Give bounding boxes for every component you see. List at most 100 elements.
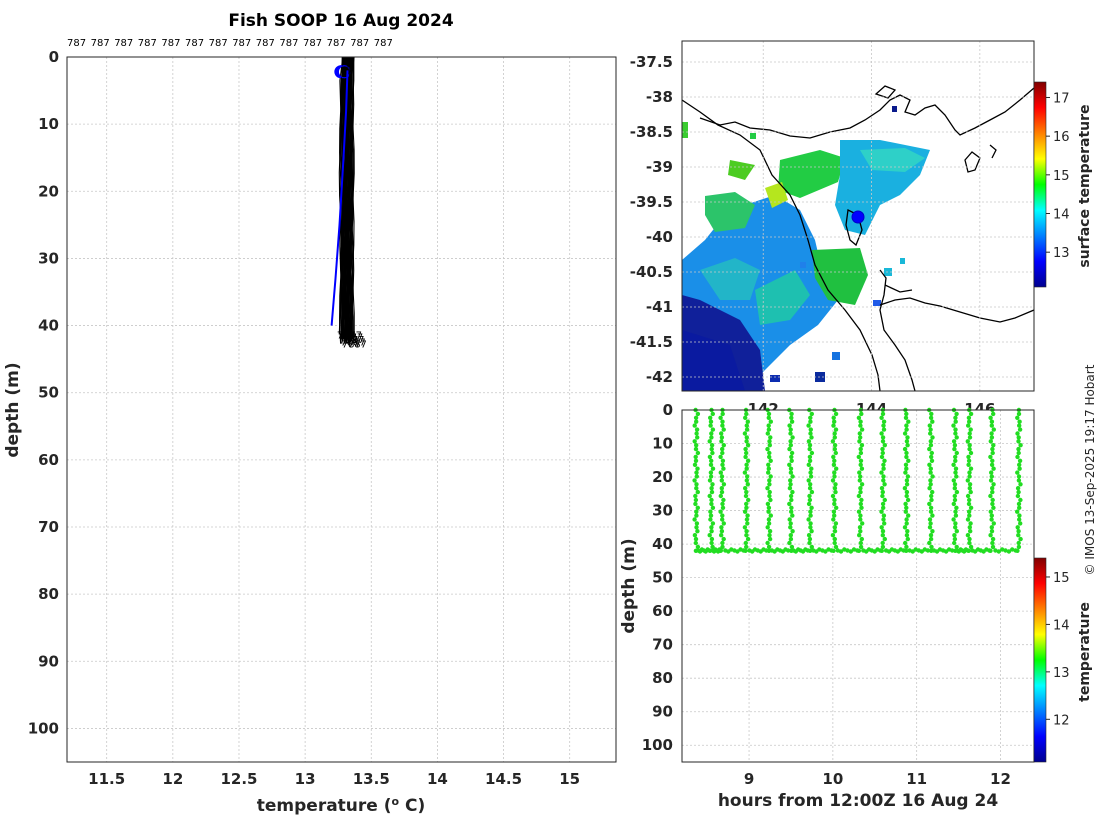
data-point [788, 470, 794, 475]
data-point [832, 435, 837, 440]
data-point [1016, 446, 1021, 452]
data-point [857, 478, 862, 483]
coastline [682, 85, 1034, 391]
temperature-colorbar-ticks: 15 14 13 12 [1046, 571, 1070, 728]
data-point [838, 549, 844, 554]
data-point [1017, 513, 1022, 518]
tick-label-y: 80 [38, 585, 59, 603]
data-point [832, 536, 837, 542]
colorbar-tick-label: 15 [1053, 169, 1070, 184]
map-panel: -37.5 -38 -38.5 -39 -39.5 -40 -40.5 -41 -41.5 -42… [630, 40, 1093, 418]
data-point [788, 533, 793, 538]
data-point [693, 446, 699, 452]
data-point [744, 517, 750, 522]
data-point [745, 474, 750, 479]
data-point [718, 548, 723, 553]
hour-tick: 9 [744, 770, 754, 788]
data-point [709, 435, 714, 440]
data-point [966, 548, 971, 553]
data-point [808, 427, 813, 432]
data-point [954, 474, 959, 479]
data-point [903, 509, 908, 514]
data-point [806, 478, 811, 483]
data-point [807, 458, 813, 463]
data-point [858, 458, 864, 463]
data-point [953, 427, 958, 432]
data-point [991, 505, 996, 510]
data-point [744, 544, 749, 550]
data-point [880, 540, 885, 546]
vessel-label: 787 [350, 38, 369, 49]
data-point [744, 529, 749, 534]
data-point [990, 544, 996, 550]
depth-tick: 90 [652, 703, 673, 721]
profile-line [348, 57, 354, 340]
data-point [952, 486, 957, 491]
data-point [904, 411, 909, 417]
data-point [930, 513, 935, 518]
data-point [766, 411, 772, 417]
profile-end-label: 787 [344, 333, 363, 344]
data-point [767, 478, 772, 483]
data-point [952, 446, 957, 452]
data-point [903, 462, 909, 467]
data-point [905, 536, 910, 542]
data-point [719, 439, 724, 444]
data-point [833, 411, 839, 417]
data-point [720, 513, 725, 518]
data-point [930, 489, 935, 495]
data-point [721, 497, 726, 503]
highlight-profile-line [330, 70, 349, 326]
data-point [930, 419, 935, 424]
data-point [807, 493, 812, 499]
data-point [880, 533, 885, 538]
data-point [1015, 486, 1021, 491]
data-point [990, 489, 995, 495]
data-point [766, 509, 771, 514]
data-point [1015, 431, 1020, 436]
data-point [880, 446, 885, 452]
data-point [858, 486, 863, 491]
data-point [832, 525, 837, 530]
data-point [929, 458, 935, 463]
depth-tick: 30 [652, 502, 673, 520]
data-point [857, 533, 862, 538]
data-point [991, 466, 996, 471]
data-point [858, 462, 863, 467]
data-point [768, 435, 773, 440]
depth-tick-labels: 0 10 20 30 40 50 60 70 80 90 100 [28, 48, 59, 737]
data-point [710, 482, 715, 487]
data-point [996, 549, 1001, 554]
data-point [744, 478, 749, 483]
tick-label-y: 100 [28, 719, 59, 737]
data-point [859, 427, 865, 432]
data-point [951, 462, 956, 467]
data-point [880, 411, 886, 417]
data-point [965, 439, 970, 444]
profile-end-label: 787 [341, 337, 360, 348]
data-point [968, 529, 973, 534]
data-point [951, 501, 956, 507]
data-point [904, 544, 909, 550]
data-point [990, 497, 995, 503]
chart-title: Fish SOOP 16 Aug 2024 [228, 11, 454, 31]
data-point [954, 450, 959, 456]
time-depth-points [692, 407, 1023, 554]
data-point [859, 497, 864, 503]
data-point [930, 529, 935, 534]
data-point [988, 493, 993, 499]
data-point [694, 427, 700, 432]
data-point [967, 486, 972, 491]
data-point [952, 536, 958, 542]
data-point [928, 521, 933, 526]
data-point [807, 536, 813, 542]
data-point [858, 435, 863, 440]
data-point [967, 419, 972, 424]
data-point [720, 540, 725, 546]
data-point [929, 454, 934, 460]
data-point [1015, 454, 1020, 460]
data-point [720, 411, 725, 417]
data-point [905, 497, 911, 503]
hour-tick: 10 [822, 770, 843, 788]
